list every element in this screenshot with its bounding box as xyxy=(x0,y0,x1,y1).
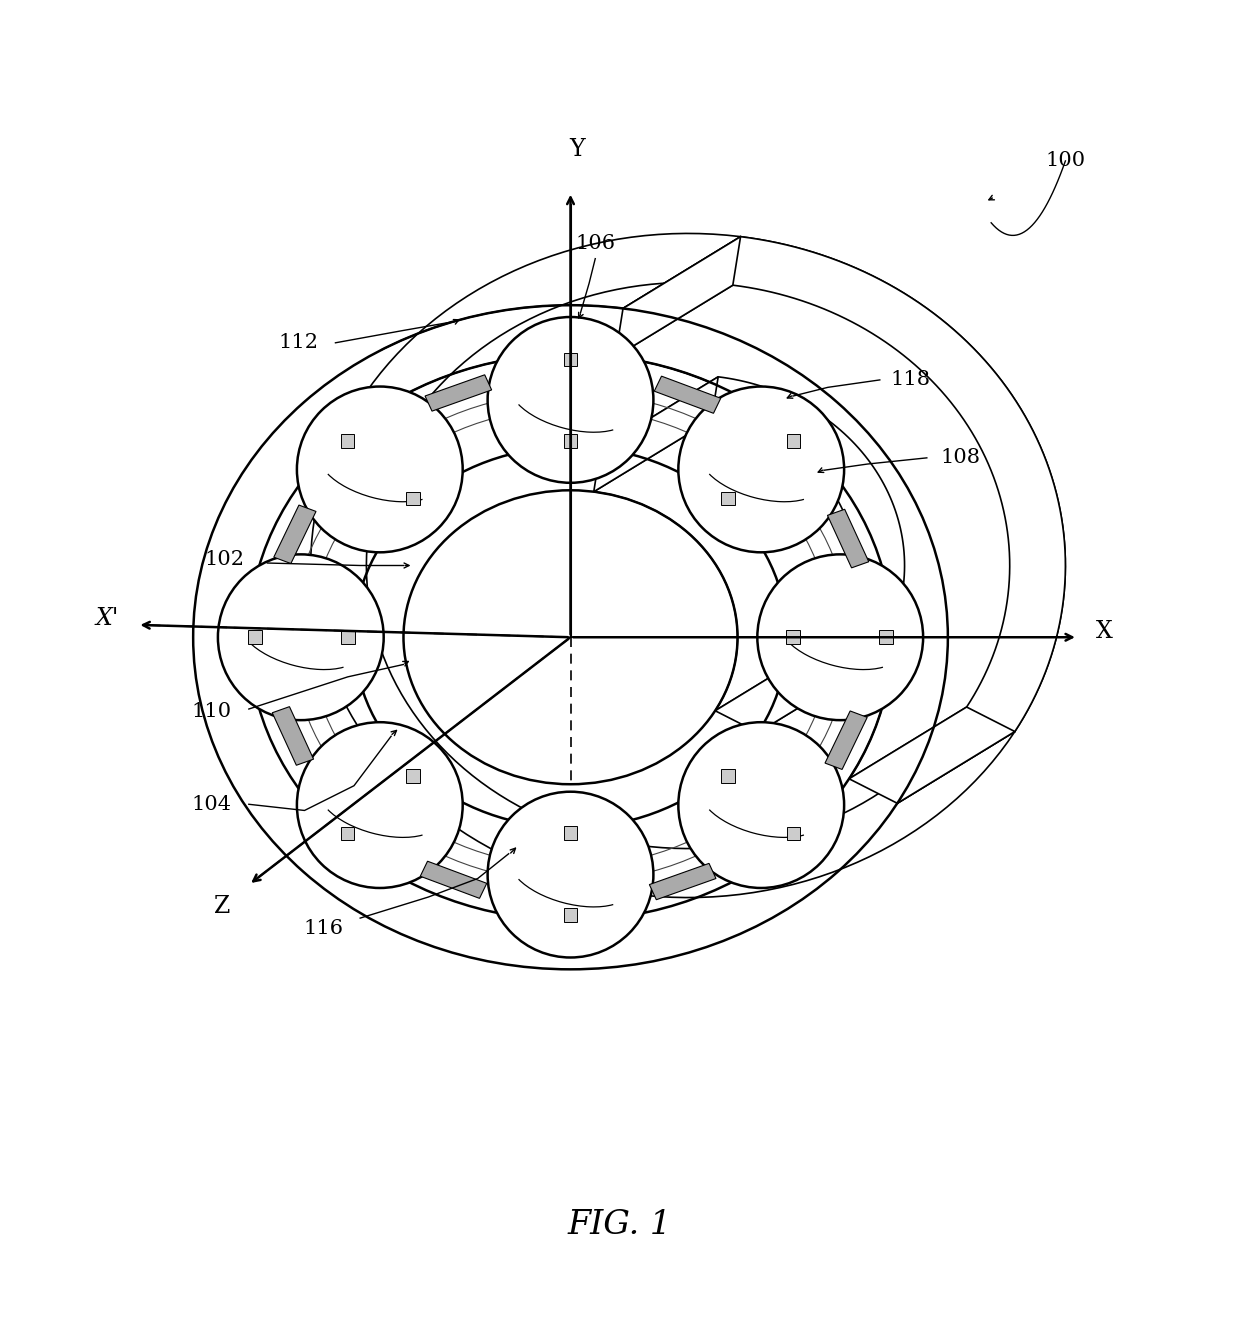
Text: X: X xyxy=(1096,620,1114,642)
Polygon shape xyxy=(849,707,1014,804)
Bar xyxy=(341,630,355,643)
Polygon shape xyxy=(825,711,867,769)
Bar xyxy=(722,493,735,506)
Polygon shape xyxy=(594,420,856,711)
Bar xyxy=(564,434,578,448)
Bar xyxy=(341,826,355,841)
Polygon shape xyxy=(827,510,869,568)
Bar xyxy=(564,826,578,839)
Bar xyxy=(564,908,578,922)
Polygon shape xyxy=(655,376,720,413)
Circle shape xyxy=(296,387,463,552)
Bar xyxy=(248,630,262,643)
Polygon shape xyxy=(615,237,740,357)
Circle shape xyxy=(487,316,653,483)
Polygon shape xyxy=(715,639,875,732)
Polygon shape xyxy=(712,377,904,661)
Text: Z: Z xyxy=(215,895,231,918)
Circle shape xyxy=(678,722,844,888)
Circle shape xyxy=(218,555,383,720)
Circle shape xyxy=(758,555,923,720)
Polygon shape xyxy=(274,504,316,564)
Bar xyxy=(407,769,420,782)
Bar xyxy=(786,630,800,643)
Text: Y: Y xyxy=(569,138,584,162)
Polygon shape xyxy=(622,237,1065,804)
Text: 100: 100 xyxy=(1045,151,1085,171)
Bar xyxy=(722,769,735,782)
Polygon shape xyxy=(425,375,491,412)
Text: 112: 112 xyxy=(278,334,319,352)
Text: X': X' xyxy=(95,608,119,630)
Bar xyxy=(787,826,800,841)
Text: 104: 104 xyxy=(192,794,232,814)
Circle shape xyxy=(678,387,844,552)
Text: 116: 116 xyxy=(303,919,343,937)
Circle shape xyxy=(487,792,653,957)
Polygon shape xyxy=(594,377,718,491)
Polygon shape xyxy=(650,863,715,900)
Text: FIG. 1: FIG. 1 xyxy=(568,1209,672,1241)
Bar xyxy=(407,493,420,506)
Text: 110: 110 xyxy=(192,702,232,722)
Text: 108: 108 xyxy=(940,449,981,467)
Circle shape xyxy=(296,722,463,888)
Text: 102: 102 xyxy=(205,549,244,569)
Text: 118: 118 xyxy=(890,371,931,389)
Bar xyxy=(564,352,578,367)
Polygon shape xyxy=(600,377,904,732)
Text: 106: 106 xyxy=(575,234,615,253)
Bar xyxy=(879,630,893,643)
Bar xyxy=(787,434,800,448)
Bar xyxy=(341,434,355,448)
Polygon shape xyxy=(420,861,487,899)
Polygon shape xyxy=(273,707,314,765)
Polygon shape xyxy=(733,237,1065,732)
Polygon shape xyxy=(615,285,1009,779)
